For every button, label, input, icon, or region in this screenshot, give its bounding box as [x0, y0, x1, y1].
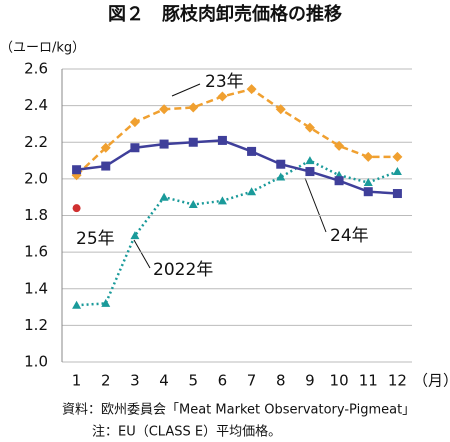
- y-tick-label: 1.2: [24, 316, 48, 334]
- marker: [101, 298, 111, 307]
- marker: [129, 117, 140, 128]
- marker: [72, 165, 82, 175]
- marker: [304, 122, 315, 133]
- marker: [363, 151, 374, 162]
- marker: [334, 176, 344, 186]
- x-tick-label: 5: [188, 372, 198, 390]
- marker: [159, 104, 170, 115]
- marker: [276, 172, 286, 181]
- series-line: [75, 87, 398, 177]
- leader-line: [133, 239, 151, 269]
- marker: [276, 159, 286, 169]
- marker: [363, 187, 373, 197]
- marker: [188, 137, 198, 147]
- x-tick-label: 8: [276, 372, 286, 390]
- leader-line: [304, 177, 327, 233]
- note: 資料：欧州委員会「Meat Market Observatory-Pigmeat…: [62, 403, 415, 418]
- x-tick-label: 1: [72, 372, 82, 390]
- series-label: 24年: [330, 226, 369, 246]
- x-tick-label: 12: [388, 372, 407, 390]
- y-axis-label: （ユーロ/kg）: [0, 41, 85, 56]
- marker: [363, 178, 373, 187]
- x-tick-label: 6: [218, 372, 228, 390]
- series-label: 23年: [205, 72, 244, 92]
- x-tick-label: 2: [101, 372, 111, 390]
- marker: [392, 151, 403, 162]
- series-line: [76, 139, 398, 195]
- y-tick-label: 2.0: [24, 169, 48, 187]
- marker: [334, 140, 345, 151]
- marker: [246, 84, 257, 95]
- x-tick-label: 4: [159, 372, 169, 390]
- marker: [188, 102, 199, 113]
- y-tick-label: 1.0: [24, 353, 48, 371]
- marker: [159, 139, 169, 149]
- marker: [159, 192, 169, 201]
- marker: [392, 167, 402, 176]
- marker: [275, 104, 286, 115]
- marker: [72, 204, 81, 213]
- series-label: 2022年: [153, 260, 213, 280]
- x-tick-label: 7: [247, 372, 257, 390]
- x-tick-label: 9: [305, 372, 315, 390]
- series-line: [76, 159, 398, 307]
- marker: [247, 187, 257, 196]
- marker: [217, 196, 227, 205]
- marker: [305, 156, 315, 165]
- marker: [130, 143, 140, 153]
- marker: [72, 300, 82, 309]
- marker: [100, 142, 111, 153]
- marker: [217, 91, 228, 102]
- y-tick-label: 2.6: [24, 60, 48, 78]
- marker: [101, 161, 111, 171]
- leader-line: [171, 83, 201, 97]
- marker: [305, 167, 315, 177]
- x-axis-label: （月）: [413, 372, 450, 390]
- y-tick-label: 1.6: [24, 243, 48, 261]
- y-tick-label: 2.4: [24, 96, 48, 114]
- y-tick-label: 1.8: [24, 206, 48, 224]
- marker: [217, 135, 227, 145]
- marker: [392, 189, 402, 199]
- note: 注：EU（CLASS E）平均価格。: [92, 424, 281, 440]
- marker: [188, 200, 198, 209]
- y-tick-label: 2.2: [24, 133, 48, 151]
- chart-title: 図２ 豚枝肉卸売価格の推移: [108, 3, 342, 25]
- y-tick-label: 1.4: [24, 279, 48, 297]
- marker: [247, 146, 257, 156]
- marker: [130, 231, 140, 240]
- x-tick-label: 3: [130, 372, 140, 390]
- x-tick-label: 10: [330, 372, 349, 390]
- series-label: 25年: [76, 229, 115, 249]
- x-tick-label: 11: [359, 372, 378, 390]
